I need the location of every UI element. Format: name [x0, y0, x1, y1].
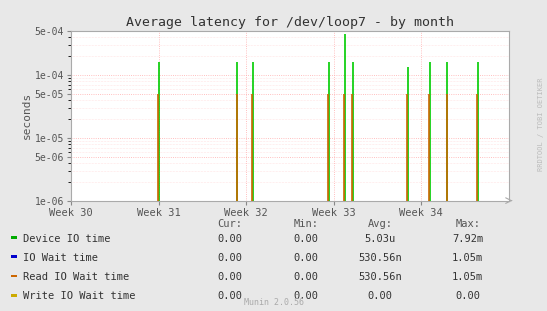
Y-axis label: seconds: seconds — [22, 92, 32, 139]
Text: 0.00: 0.00 — [294, 291, 319, 301]
Text: Munin 2.0.56: Munin 2.0.56 — [243, 298, 304, 307]
Text: 0.00: 0.00 — [217, 234, 242, 244]
Text: Avg:: Avg: — [368, 219, 393, 229]
Title: Average latency for /dev/loop7 - by month: Average latency for /dev/loop7 - by mont… — [126, 16, 454, 29]
Text: IO Wait time: IO Wait time — [23, 253, 98, 263]
Text: 0.00: 0.00 — [455, 291, 480, 301]
Text: RRDTOOL / TOBI OETIKER: RRDTOOL / TOBI OETIKER — [538, 78, 544, 171]
Text: Max:: Max: — [455, 219, 480, 229]
Text: Min:: Min: — [294, 219, 319, 229]
Text: 0.00: 0.00 — [294, 234, 319, 244]
Text: 5.03u: 5.03u — [364, 234, 396, 244]
Text: 0.00: 0.00 — [217, 272, 242, 282]
Text: 0.00: 0.00 — [294, 253, 319, 263]
Text: 0.00: 0.00 — [217, 291, 242, 301]
Text: 0.00: 0.00 — [294, 272, 319, 282]
Text: 530.56n: 530.56n — [358, 272, 402, 282]
Text: 0.00: 0.00 — [368, 291, 393, 301]
Text: Cur:: Cur: — [217, 219, 242, 229]
Text: 1.05m: 1.05m — [452, 272, 484, 282]
Text: Write IO Wait time: Write IO Wait time — [23, 291, 136, 301]
Text: Read IO Wait time: Read IO Wait time — [23, 272, 129, 282]
Text: 530.56n: 530.56n — [358, 253, 402, 263]
Text: Device IO time: Device IO time — [23, 234, 110, 244]
Text: 1.05m: 1.05m — [452, 253, 484, 263]
Text: 7.92m: 7.92m — [452, 234, 484, 244]
Text: 0.00: 0.00 — [217, 253, 242, 263]
